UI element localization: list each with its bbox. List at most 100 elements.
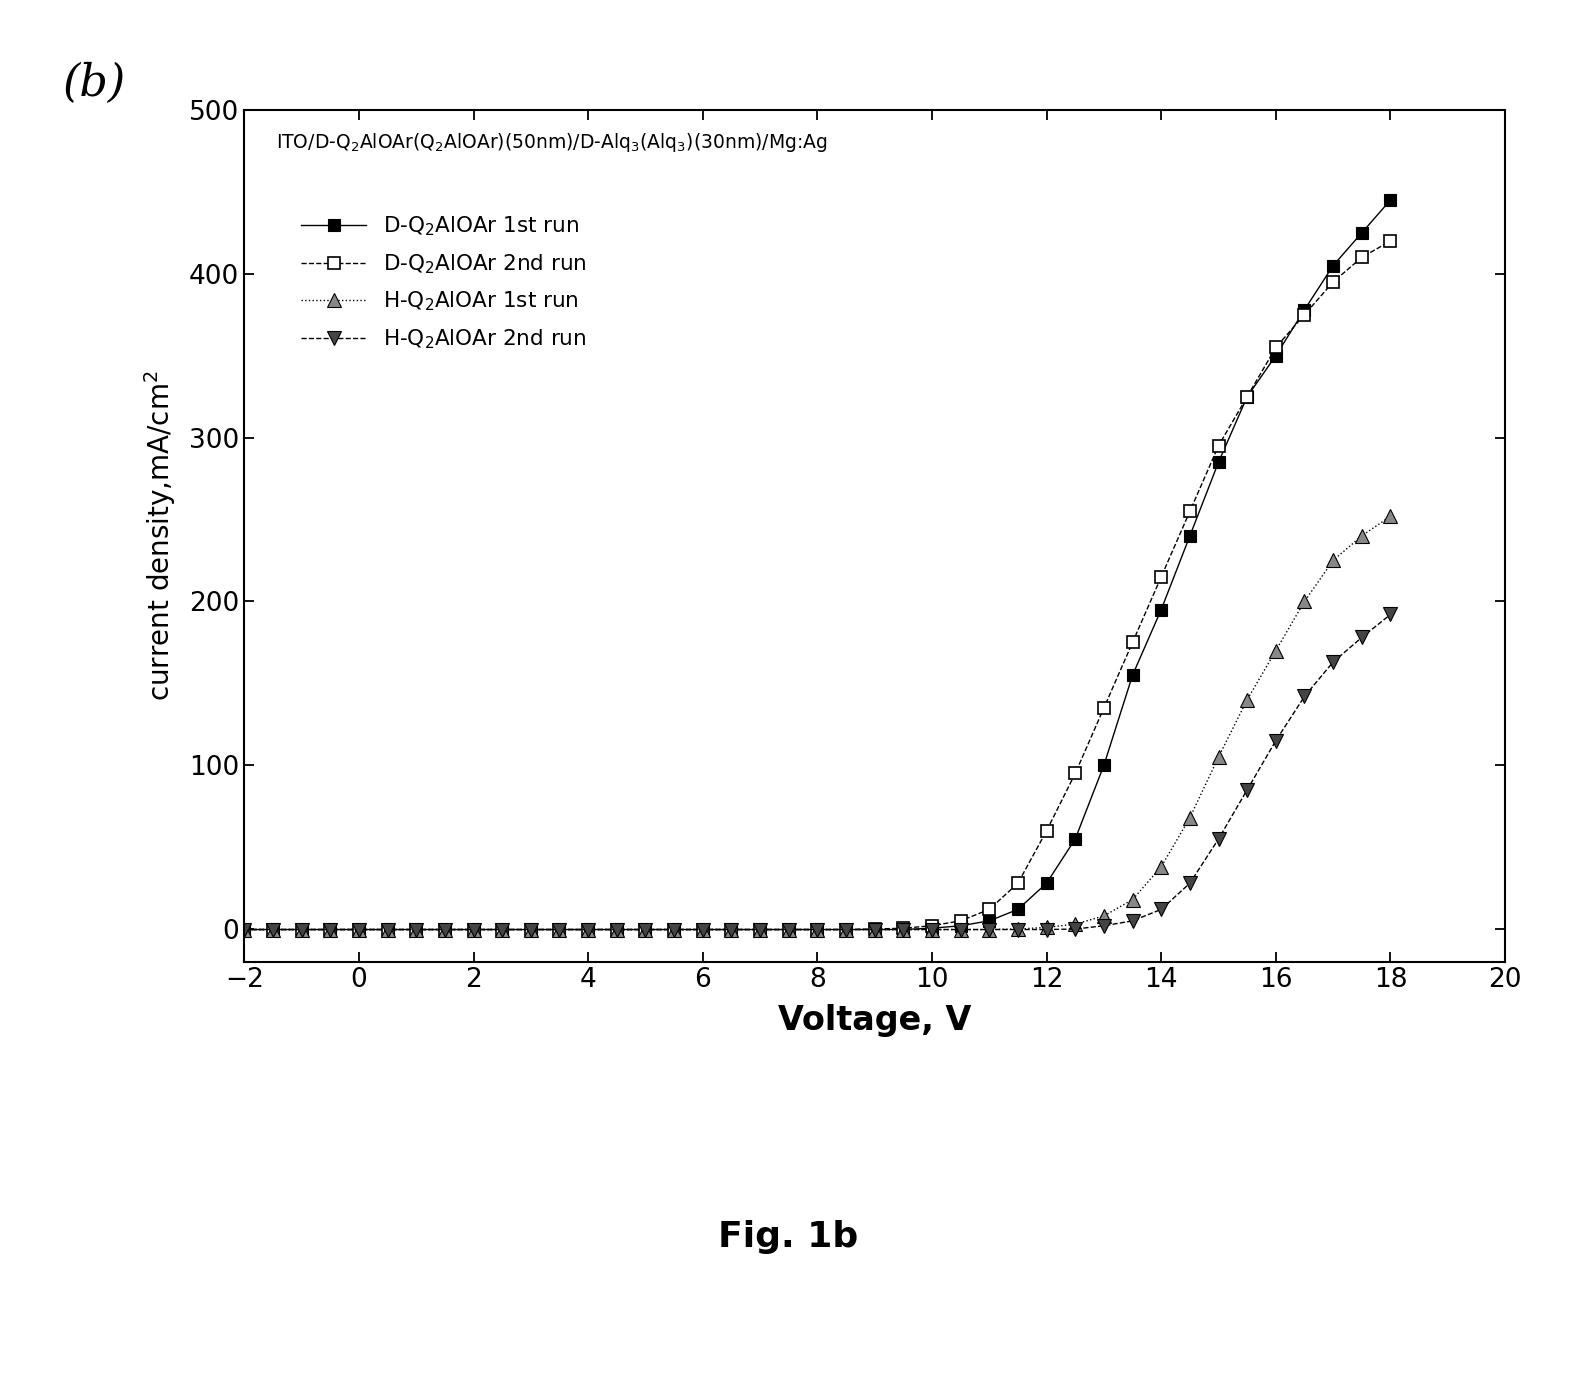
D-Q$_2$AlOAr 2nd run	[435, 922, 454, 938]
D-Q$_2$AlOAr 2nd run	[980, 901, 999, 918]
H-Q$_2$AlOAr 2nd run	[1352, 629, 1371, 646]
D-Q$_2$AlOAr 2nd run	[350, 922, 369, 938]
D-Q$_2$AlOAr 2nd run	[407, 922, 426, 938]
H-Q$_2$AlOAr 1st run	[522, 922, 541, 938]
H-Q$_2$AlOAr 2nd run	[607, 922, 626, 938]
D-Q$_2$AlOAr 2nd run	[1324, 273, 1343, 290]
H-Q$_2$AlOAr 1st run	[808, 922, 827, 938]
Y-axis label: current density,mA/cm$^2$: current density,mA/cm$^2$	[142, 371, 178, 701]
D-Q$_2$AlOAr 2nd run	[922, 918, 941, 934]
D-Q$_2$AlOAr 1st run	[463, 922, 482, 938]
H-Q$_2$AlOAr 2nd run	[1381, 606, 1399, 622]
D-Q$_2$AlOAr 1st run	[550, 922, 569, 938]
H-Q$_2$AlOAr 2nd run	[1209, 831, 1228, 848]
D-Q$_2$AlOAr 2nd run	[493, 922, 512, 938]
D-Q$_2$AlOAr 1st run	[292, 922, 310, 938]
X-axis label: Voltage, V: Voltage, V	[779, 1004, 971, 1037]
D-Q$_2$AlOAr 1st run	[1267, 348, 1286, 364]
D-Q$_2$AlOAr 2nd run	[1124, 635, 1143, 651]
H-Q$_2$AlOAr 1st run	[779, 922, 797, 938]
H-Q$_2$AlOAr 1st run	[1352, 528, 1371, 544]
D-Q$_2$AlOAr 2nd run	[837, 922, 856, 938]
H-Q$_2$AlOAr 2nd run	[665, 922, 684, 938]
H-Q$_2$AlOAr 1st run	[1009, 921, 1028, 937]
H-Q$_2$AlOAr 1st run	[665, 922, 684, 938]
H-Q$_2$AlOAr 2nd run	[1094, 918, 1113, 934]
H-Q$_2$AlOAr 2nd run	[350, 922, 369, 938]
H-Q$_2$AlOAr 2nd run	[493, 922, 512, 938]
D-Q$_2$AlOAr 2nd run	[522, 922, 541, 938]
D-Q$_2$AlOAr 2nd run	[1237, 389, 1256, 405]
H-Q$_2$AlOAr 1st run	[1209, 749, 1228, 765]
H-Q$_2$AlOAr 1st run	[1094, 908, 1113, 925]
H-Q$_2$AlOAr 2nd run	[779, 922, 797, 938]
H-Q$_2$AlOAr 2nd run	[722, 922, 741, 938]
H-Q$_2$AlOAr 2nd run	[407, 922, 426, 938]
D-Q$_2$AlOAr 1st run	[865, 922, 884, 938]
H-Q$_2$AlOAr 1st run	[378, 922, 397, 938]
H-Q$_2$AlOAr 1st run	[865, 922, 884, 938]
D-Q$_2$AlOAr 2nd run	[722, 922, 741, 938]
D-Q$_2$AlOAr 1st run	[693, 922, 712, 938]
D-Q$_2$AlOAr 2nd run	[550, 922, 569, 938]
H-Q$_2$AlOAr 2nd run	[292, 922, 310, 938]
D-Q$_2$AlOAr 1st run	[1065, 831, 1084, 848]
H-Q$_2$AlOAr 2nd run	[1180, 875, 1199, 892]
D-Q$_2$AlOAr 2nd run	[235, 922, 254, 938]
D-Q$_2$AlOAr 1st run	[1237, 389, 1256, 405]
H-Q$_2$AlOAr 2nd run	[550, 922, 569, 938]
D-Q$_2$AlOAr 1st run	[407, 922, 426, 938]
H-Q$_2$AlOAr 1st run	[952, 922, 971, 938]
Text: Fig. 1b: Fig. 1b	[719, 1220, 857, 1253]
H-Q$_2$AlOAr 2nd run	[837, 922, 856, 938]
H-Q$_2$AlOAr 1st run	[980, 922, 999, 938]
D-Q$_2$AlOAr 2nd run	[808, 922, 827, 938]
D-Q$_2$AlOAr 1st run	[665, 922, 684, 938]
H-Q$_2$AlOAr 1st run	[722, 922, 741, 938]
D-Q$_2$AlOAr 2nd run	[637, 922, 656, 938]
D-Q$_2$AlOAr 2nd run	[607, 922, 626, 938]
D-Q$_2$AlOAr 2nd run	[693, 922, 712, 938]
D-Q$_2$AlOAr 1st run	[378, 922, 397, 938]
D-Q$_2$AlOAr 2nd run	[1009, 875, 1028, 892]
D-Q$_2$AlOAr 2nd run	[322, 922, 340, 938]
H-Q$_2$AlOAr 1st run	[1324, 552, 1343, 569]
D-Q$_2$AlOAr 1st run	[435, 922, 454, 938]
H-Q$_2$AlOAr 2nd run	[693, 922, 712, 938]
D-Q$_2$AlOAr 2nd run	[665, 922, 684, 938]
H-Q$_2$AlOAr 1st run	[1295, 594, 1314, 610]
D-Q$_2$AlOAr 2nd run	[263, 922, 282, 938]
H-Q$_2$AlOAr 1st run	[1124, 892, 1143, 908]
D-Q$_2$AlOAr 1st run	[980, 912, 999, 929]
H-Q$_2$AlOAr 1st run	[693, 922, 712, 938]
D-Q$_2$AlOAr 2nd run	[750, 922, 769, 938]
D-Q$_2$AlOAr 1st run	[493, 922, 512, 938]
H-Q$_2$AlOAr 2nd run	[1124, 912, 1143, 929]
H-Q$_2$AlOAr 2nd run	[922, 922, 941, 938]
H-Q$_2$AlOAr 2nd run	[522, 922, 541, 938]
H-Q$_2$AlOAr 2nd run	[1295, 688, 1314, 705]
H-Q$_2$AlOAr 2nd run	[378, 922, 397, 938]
D-Q$_2$AlOAr 2nd run	[865, 921, 884, 937]
H-Q$_2$AlOAr 2nd run	[1267, 732, 1286, 749]
Line: D-Q$_2$AlOAr 1st run: D-Q$_2$AlOAr 1st run	[238, 194, 1396, 936]
D-Q$_2$AlOAr 1st run	[922, 921, 941, 937]
H-Q$_2$AlOAr 1st run	[1065, 916, 1084, 933]
H-Q$_2$AlOAr 1st run	[1267, 642, 1286, 658]
Line: H-Q$_2$AlOAr 2nd run: H-Q$_2$AlOAr 2nd run	[238, 607, 1398, 937]
H-Q$_2$AlOAr 1st run	[922, 922, 941, 938]
D-Q$_2$AlOAr 1st run	[235, 922, 254, 938]
D-Q$_2$AlOAr 1st run	[1037, 875, 1056, 892]
H-Q$_2$AlOAr 1st run	[493, 922, 512, 938]
H-Q$_2$AlOAr 2nd run	[322, 922, 340, 938]
D-Q$_2$AlOAr 2nd run	[1094, 699, 1113, 716]
H-Q$_2$AlOAr 2nd run	[1065, 921, 1084, 937]
D-Q$_2$AlOAr 1st run	[894, 922, 913, 938]
H-Q$_2$AlOAr 1st run	[750, 922, 769, 938]
D-Q$_2$AlOAr 1st run	[1324, 257, 1343, 273]
D-Q$_2$AlOAr 2nd run	[292, 922, 310, 938]
D-Q$_2$AlOAr 2nd run	[578, 922, 597, 938]
D-Q$_2$AlOAr 1st run	[808, 922, 827, 938]
H-Q$_2$AlOAr 2nd run	[980, 922, 999, 938]
H-Q$_2$AlOAr 2nd run	[808, 922, 827, 938]
